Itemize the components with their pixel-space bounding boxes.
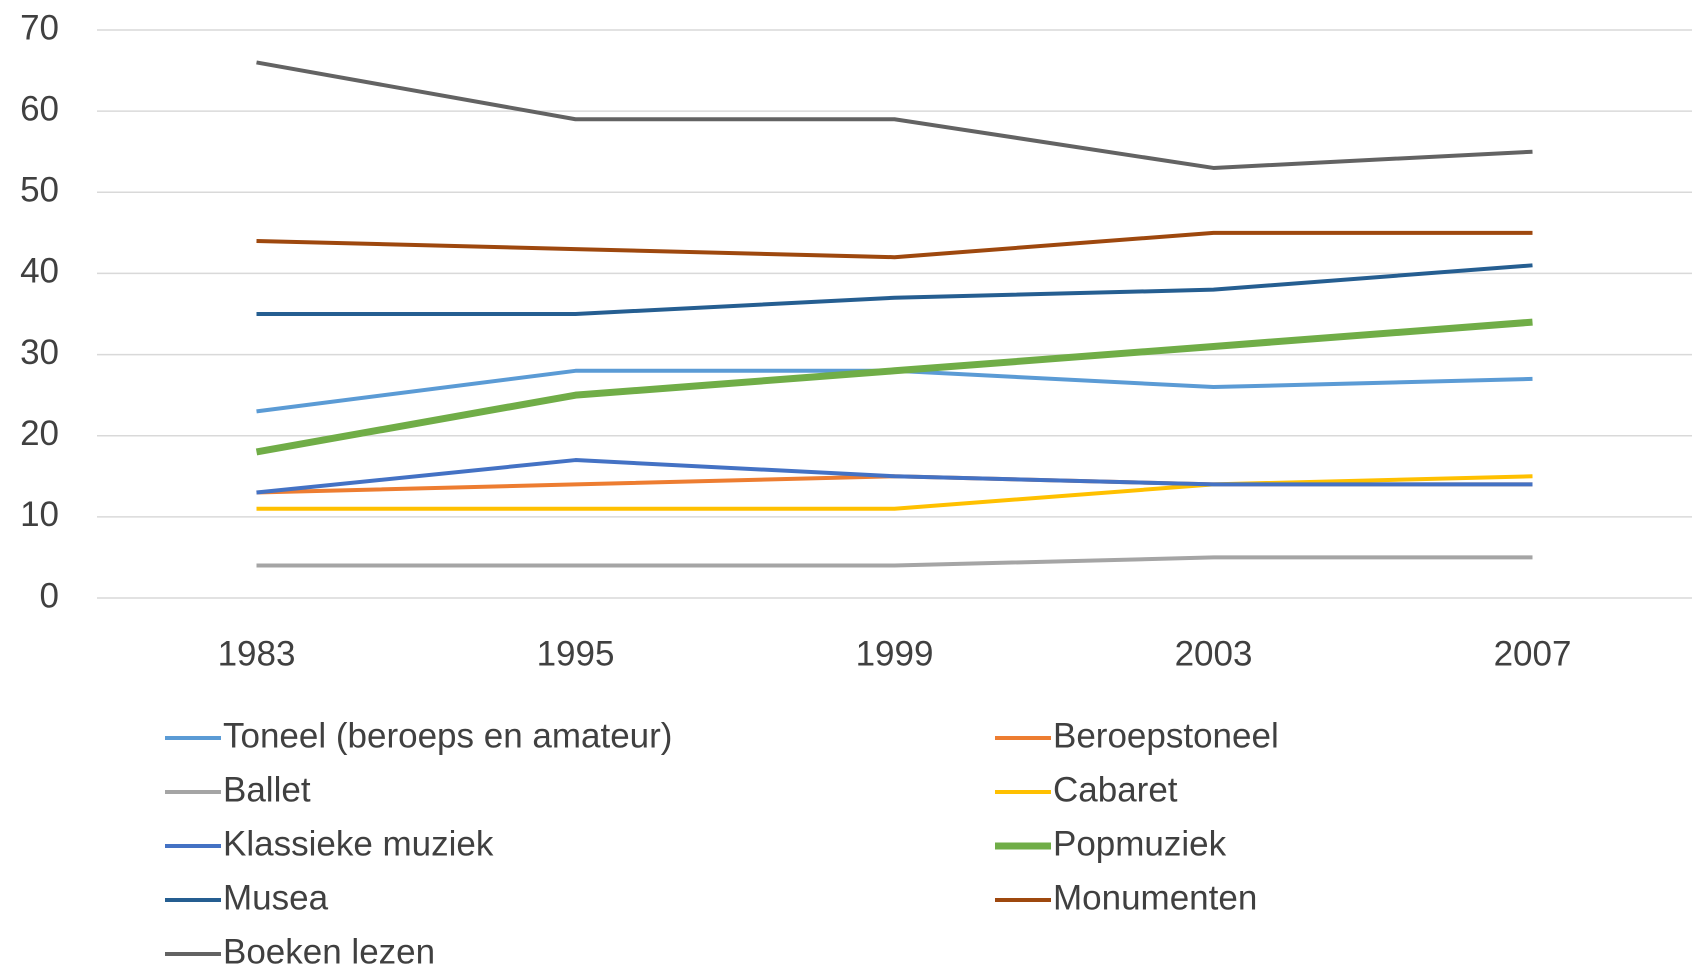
y-tick-label: 10 bbox=[20, 495, 59, 534]
legend-label: Popmuziek bbox=[1053, 824, 1227, 863]
series-line bbox=[256, 458, 1533, 495]
x-tick-label: 2003 bbox=[1175, 634, 1253, 673]
y-tick-label: 30 bbox=[20, 333, 59, 372]
x-tick-label: 1983 bbox=[218, 634, 296, 673]
legend-label: Musea bbox=[223, 878, 329, 917]
legend-label: Boeken lezen bbox=[223, 932, 435, 970]
legend-label: Monumenten bbox=[1053, 878, 1257, 917]
y-tick-label: 40 bbox=[20, 252, 59, 291]
series-line bbox=[255, 318, 1533, 456]
x-tick-label: 2007 bbox=[1494, 634, 1572, 673]
series-line bbox=[256, 263, 1533, 316]
legend-label: Cabaret bbox=[1053, 770, 1178, 809]
series-line bbox=[256, 368, 1533, 414]
x-tick-label: 1995 bbox=[537, 634, 615, 673]
series-line bbox=[256, 230, 1533, 260]
y-tick-label: 50 bbox=[20, 171, 59, 210]
series-line bbox=[256, 60, 1533, 170]
legend-label: Ballet bbox=[223, 770, 311, 809]
series-line bbox=[256, 474, 1533, 511]
y-tick-label: 20 bbox=[20, 414, 59, 453]
y-tick-label: 60 bbox=[20, 89, 59, 128]
x-tick-label: 1999 bbox=[856, 634, 934, 673]
y-tick-label: 0 bbox=[40, 576, 59, 615]
series-line bbox=[256, 555, 1533, 568]
legend-label: Beroepstoneel bbox=[1053, 716, 1279, 755]
y-tick-label: 70 bbox=[20, 8, 59, 47]
legend-label: Toneel (beroeps en amateur) bbox=[223, 716, 672, 755]
legend-label: Klassieke muziek bbox=[223, 824, 494, 863]
